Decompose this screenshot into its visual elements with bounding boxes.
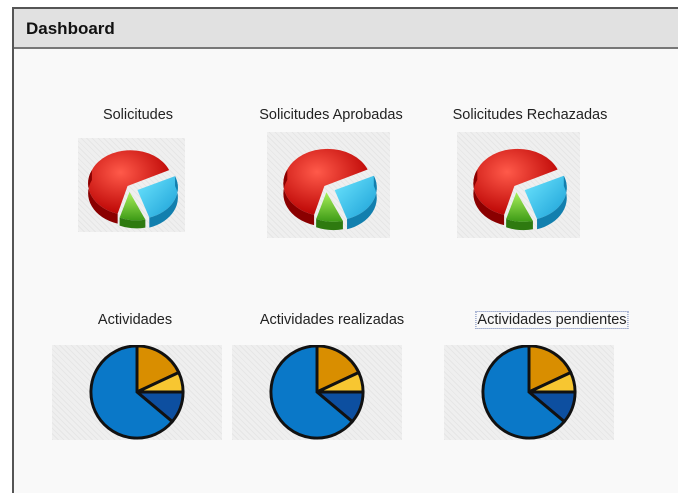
item-label[interactable]: Solicitudes Rechazadas (452, 107, 608, 123)
pie-icon[interactable] (444, 344, 614, 440)
pie-icon[interactable] (232, 344, 402, 440)
panel-header: Dashboard (14, 9, 678, 49)
item-label[interactable]: Actividades (97, 312, 173, 328)
pie-flat (481, 344, 577, 440)
pie-icon[interactable] (267, 132, 390, 238)
pie-3d (283, 148, 377, 231)
item-label[interactable]: Solicitudes (102, 107, 174, 123)
pie-icon[interactable] (78, 138, 185, 232)
pie-3d (88, 150, 178, 229)
item-label[interactable]: Actividades pendientes (475, 311, 629, 329)
pie-icon[interactable] (457, 132, 580, 238)
pie-flat (269, 344, 365, 440)
pie-flat (89, 344, 185, 440)
item-label[interactable]: Actividades realizadas (259, 312, 405, 328)
item-label[interactable]: Solicitudes Aprobadas (259, 107, 403, 123)
pie-3d (473, 148, 567, 231)
pie-icon[interactable] (52, 344, 222, 440)
panel-title: Dashboard (26, 19, 115, 38)
